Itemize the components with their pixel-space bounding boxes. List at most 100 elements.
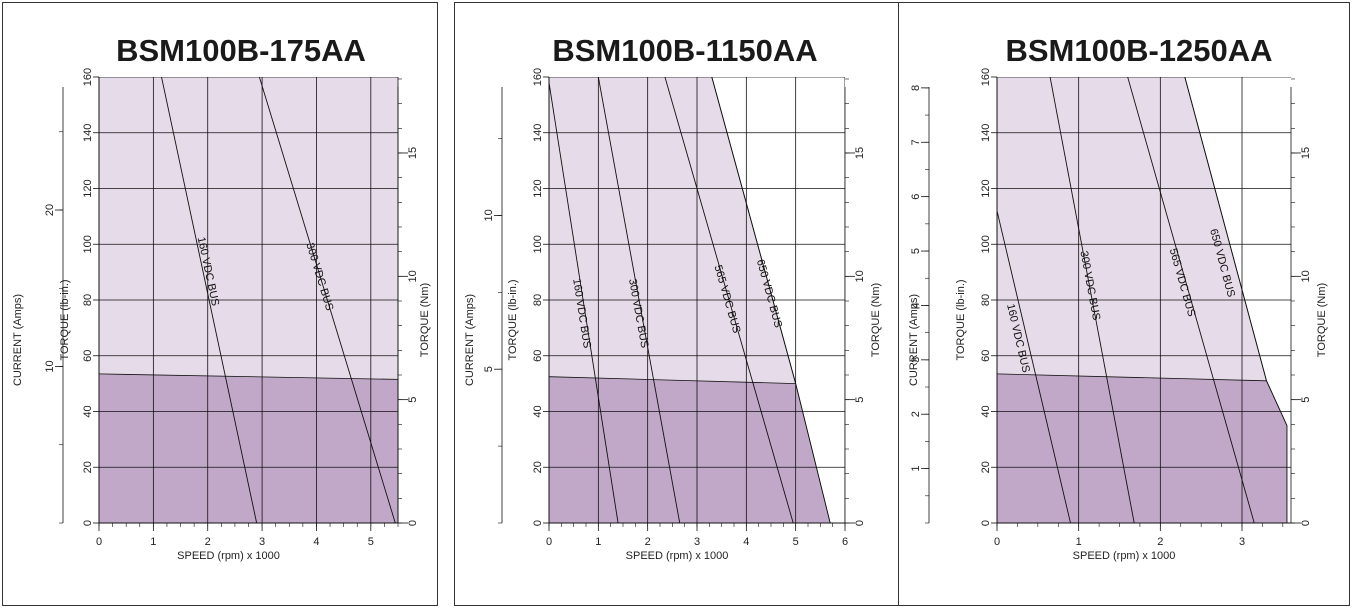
- torque-lbin-axis-label: TORQUE (lb-in.): [955, 279, 967, 360]
- y-tick-label: 140: [532, 124, 544, 142]
- x-tick-label: 0: [994, 536, 1000, 548]
- x-tick-label: 6: [842, 536, 848, 548]
- bus-line-160-vdc-bus: [997, 210, 1071, 523]
- y-tick-label: 140: [82, 124, 94, 142]
- torque-nm-axis-label: TORQUE (Nm): [1316, 283, 1328, 357]
- current-axis-label: CURRENT (Amps): [908, 294, 920, 386]
- current-tick-label: 6: [910, 194, 922, 200]
- torque-lbin-axis-label: TORQUE (lb-in.): [59, 279, 71, 360]
- y-tick-label: 0: [980, 520, 992, 526]
- nm-tick-label: 5: [407, 397, 419, 403]
- y-tick-label: 0: [532, 520, 544, 526]
- bus-line-565-vdc-bus: [664, 77, 794, 523]
- current-tick-label: 4: [910, 302, 922, 308]
- x-tick-label: 1: [1076, 536, 1082, 548]
- y-tick-label: 120: [532, 179, 544, 197]
- x-tick-label: 2: [205, 536, 211, 548]
- nm-axis: 0 5 10 15: [844, 78, 866, 526]
- current-tick-label: 10: [44, 360, 56, 372]
- y-tick-label: 120: [980, 179, 992, 197]
- bus-line-300-vdc-bus: [597, 77, 681, 523]
- x-tick-label: 5: [793, 536, 799, 548]
- x-ticks: 0 1 2 3 4 5 6: [546, 523, 848, 548]
- nm-tick-label: 5: [1300, 397, 1312, 403]
- current-tick-label: 3: [910, 357, 922, 363]
- current-tick-label: 20: [44, 204, 56, 216]
- y-tick-label: 60: [532, 350, 544, 362]
- nm-tick-label: 0: [854, 520, 866, 526]
- current-axis: 10 20: [44, 87, 64, 524]
- x-tick-label: 3: [259, 536, 265, 548]
- y-tick-label: 80: [82, 294, 94, 306]
- bus-line-160-vdc-bus: [161, 77, 258, 523]
- current-tick-label: 5: [483, 366, 495, 372]
- y-tick-label: 0: [82, 520, 94, 526]
- bus-line-565-vdc-bus: [1127, 77, 1255, 523]
- x-tick-label: 3: [1239, 536, 1245, 548]
- bus-line-650-vdc-bus: [711, 77, 797, 384]
- y-tick-label: 20: [82, 461, 94, 473]
- nm-tick-label: 10: [407, 270, 419, 282]
- y-ticks: 0 20 40 60 80 100 120 140 160: [82, 68, 99, 526]
- current-tick-label: 5: [910, 248, 922, 254]
- nm-tick-label: 5: [854, 397, 866, 403]
- chart-panel-bsm100b-175aa: 160 VDC BUS 300 VDC BUS 0 1 2 3 4 5 0 20 40 60 80 100…: [2, 2, 438, 606]
- y-tick-label: 100: [82, 235, 94, 253]
- continuous-region: [99, 373, 398, 523]
- x-tick-label: 2: [645, 536, 651, 548]
- x-tick-label: 5: [368, 536, 374, 548]
- bus-line-650-vdc-bus: [1184, 77, 1267, 381]
- continuous-region: [549, 376, 831, 523]
- current-axis: 5 10: [483, 87, 503, 524]
- current-tick-label: 1: [910, 466, 922, 472]
- x-tick-label: 0: [96, 536, 102, 548]
- chart-title: BSM100B-1250AA: [1005, 33, 1272, 68]
- y-tick-label: 160: [980, 68, 992, 86]
- y-tick-label: 100: [980, 235, 992, 253]
- bus-line-300-vdc-bus: [1049, 77, 1135, 523]
- grid: [99, 77, 398, 523]
- torque-nm-axis-label: TORQUE (Nm): [419, 283, 431, 357]
- current-axis: 1 2 3 4 5 6 7 8: [910, 85, 930, 524]
- current-axis-label: CURRENT (Amps): [464, 294, 476, 386]
- x-axis-label: SPEED (rpm) x 1000: [1073, 550, 1176, 562]
- chart-title: BSM100B-1150AA: [552, 33, 817, 68]
- x-ticks: 0 1 2 3: [994, 523, 1284, 548]
- torque-nm-axis-label: TORQUE (Nm): [870, 283, 882, 357]
- chart-title: BSM100B-175AA: [116, 33, 366, 68]
- nm-tick-label: 15: [407, 147, 419, 159]
- y-tick-label: 160: [82, 68, 94, 86]
- x-ticks: 0 1 2 3 4 5: [96, 523, 399, 548]
- y-tick-label: 20: [532, 461, 544, 473]
- current-tick-label: 2: [910, 411, 922, 417]
- grid: [549, 77, 845, 523]
- bus-line-160-vdc-bus: [549, 82, 619, 523]
- y-ticks: 0 20 40 60 80 100 120 140 160: [532, 68, 549, 526]
- torque-lbin-axis-label: TORQUE (lb-in.): [507, 279, 519, 360]
- nm-tick-label: 15: [854, 147, 866, 159]
- y-tick-label: 40: [82, 405, 94, 417]
- nm-tick-label: 0: [1300, 520, 1312, 526]
- y-tick-label: 80: [532, 294, 544, 306]
- y-tick-label: 40: [980, 405, 992, 417]
- x-axis-label: SPEED (rpm) x 1000: [177, 550, 280, 562]
- grid: [997, 77, 1291, 523]
- x-tick-label: 4: [743, 536, 749, 548]
- chart-panel-bsm100b-1250aa: 160 VDC BUS 300 VDC BUS 565 VDC BUS 650 VDC…: [898, 2, 1350, 606]
- y-tick-label: 160: [532, 68, 544, 86]
- current-axis-label: CURRENT (Amps): [12, 294, 24, 386]
- nm-tick-label: 0: [407, 520, 419, 526]
- x-tick-label: 1: [150, 536, 156, 548]
- y-tick-label: 40: [532, 405, 544, 417]
- current-tick-label: 7: [910, 139, 922, 145]
- x-tick-label: 3: [694, 536, 700, 548]
- y-tick-label: 60: [82, 350, 94, 362]
- y-tick-label: 60: [980, 350, 992, 362]
- x-axis-label: SPEED (rpm) x 1000: [626, 550, 729, 562]
- nm-axis: 0 5 10 15: [397, 78, 419, 526]
- current-tick-label: 8: [910, 85, 922, 91]
- x-tick-label: 4: [313, 536, 319, 548]
